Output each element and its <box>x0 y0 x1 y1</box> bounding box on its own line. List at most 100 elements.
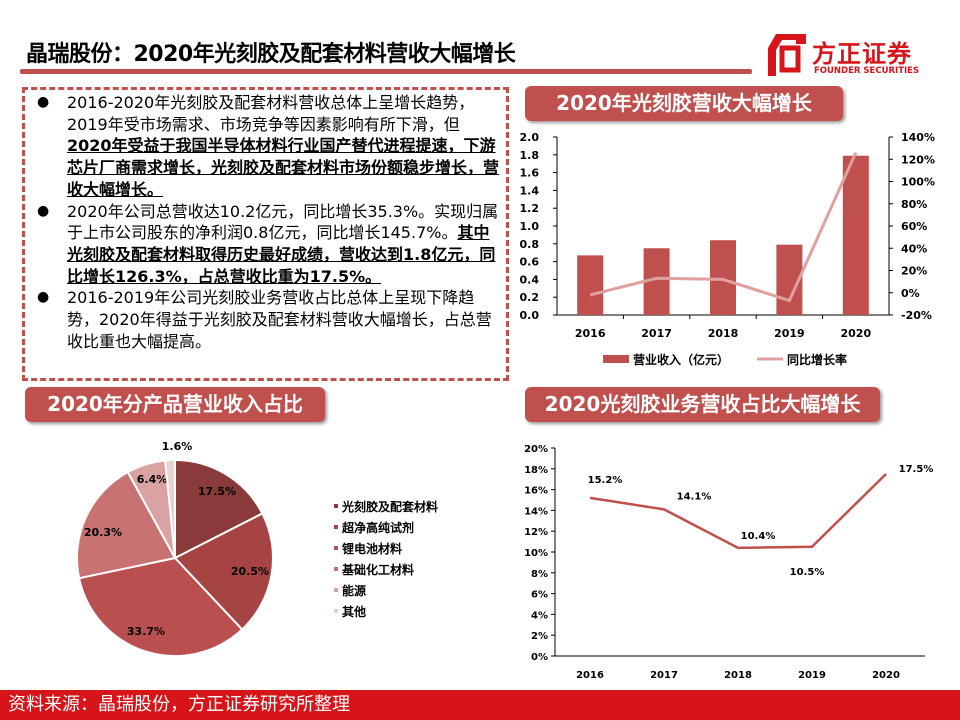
bullet-text: 2016-2019年公司光刻胶业务营收占比总体上呈现下降趋势，2020年得益于光… <box>67 288 492 351</box>
legend-label: 能源 <box>342 583 366 598</box>
y-tick-label: 2.0 <box>520 131 540 144</box>
pie-slice <box>164 458 176 559</box>
x-tick-label: 2020 <box>872 670 900 681</box>
y2-tick-label: 20% <box>901 265 927 278</box>
y-tick-label: 4% <box>531 610 548 621</box>
y2-tick-label: 0% <box>901 287 920 300</box>
page-title: 晶瑞股份：2020年光刻胶及配套材料营收大幅增长 <box>26 42 516 67</box>
bullet-emphasis: 2020年受益于我国半导体材料行业国产替代进程提速，下游芯片厂商需求增长，光刻胶… <box>67 136 500 199</box>
y-tick-label: 20% <box>524 444 548 455</box>
data-label: 15.2% <box>588 475 623 486</box>
x-tick-label: 2016 <box>576 670 604 681</box>
y2-tick-label: 140% <box>901 131 935 144</box>
bullet-item: ● 2020年公司总营收达10.2亿元，同比增长35.3%。实现归属于上市公司股东… <box>31 201 500 288</box>
logo-text: 方正证券 <box>812 40 912 68</box>
y2-tick-label: 100% <box>901 176 935 189</box>
bullet-icon: ● <box>37 289 50 306</box>
y-tick-label: 0.6 <box>520 256 540 269</box>
y-tick-label: 16% <box>524 486 548 497</box>
data-label: 14.1% <box>677 491 712 502</box>
bullet-emphasis: 其中光刻胶及配套材料取得历史最好成绩，营收达到1.8亿元，同比增长126.3%，… <box>67 223 496 286</box>
y-tick-label: 0.4 <box>520 273 540 286</box>
y2-tick-label: 80% <box>901 198 927 211</box>
section-badge-product-share: 2020年分产品营业收入占比 <box>25 387 325 422</box>
revenue-growth-chart: 0.0 0.2 0.4 0.6 0.8 1.0 1.2 1.4 1.6 1.8 2.0 -20% 0% 2… <box>520 131 935 367</box>
y-tick-label: 14% <box>524 506 548 517</box>
y2-tick-label: -20% <box>901 309 932 322</box>
bar <box>710 240 736 315</box>
legend-swatch-bar <box>603 355 629 363</box>
x-tick-label: 2017 <box>641 327 672 340</box>
pie-value-label: 6.4% <box>137 473 168 486</box>
section-badge-photoresist-share: 2020光刻胶业务营收占比大幅增长 <box>525 387 880 422</box>
y-tick-label: 6% <box>531 590 548 601</box>
y2-tick-label: 120% <box>901 153 935 166</box>
data-label: 10.4% <box>741 531 776 542</box>
brand-logo: 方正证券 FOUNDER SECURITIES <box>768 34 928 80</box>
summary-box: ● 2016-2020年光刻胶及配套材料营收总体上呈增长趋势，2019年受市场需求… <box>22 87 509 381</box>
x-tick-label: 2020 <box>840 327 871 340</box>
y-tick-label: 1.8 <box>520 149 540 162</box>
bullet-icon: ● <box>37 202 50 219</box>
x-tick-label: 2019 <box>774 327 805 340</box>
product-share-pie-chart: 17.5% 光刻胶及配套材料 20.5% 超净高纯试剂 33.7% 锂电池材料 20.3% 基… <box>76 440 438 657</box>
share-line <box>589 473 887 550</box>
legend-label: 其他 <box>342 604 366 619</box>
x-tick-label: 2016 <box>575 327 606 340</box>
legend-swatch <box>334 588 338 592</box>
y2-tick-label: 60% <box>901 220 927 233</box>
legend-label-revenue: 营业收入（亿元） <box>633 352 729 367</box>
y-tick-label: 12% <box>524 527 548 538</box>
bullet-item: ● 2016-2019年公司光刻胶业务营收占比总体上呈现下降趋势，2020年得益于… <box>31 287 500 352</box>
legend-swatch <box>334 504 338 508</box>
growth-line <box>589 151 858 303</box>
photoresist-share-line-chart: 0% 2% 4% 6% 8% 10% 12% 14% 16% 18% 20% 2016 15.2% 201… <box>524 444 934 681</box>
y-tick-label: 10% <box>524 548 548 559</box>
y-tick-label: 1.4 <box>520 184 540 197</box>
pie-slice <box>76 470 177 580</box>
data-label: 10.5% <box>790 567 825 578</box>
x-tick-label: 2018 <box>708 327 739 340</box>
x-tick-label: 2019 <box>798 670 826 681</box>
pie-value-label: 20.3% <box>84 526 122 539</box>
legend-swatch <box>334 525 338 529</box>
pie-slice <box>173 512 274 631</box>
y-tick-label: 0.0 <box>520 309 540 322</box>
x-tick-label: 2017 <box>650 670 678 681</box>
source-footer: 资料来源：晶瑞股份，方正证券研究所整理 <box>0 690 960 720</box>
y-tick-label: 0% <box>531 652 548 663</box>
legend-label-growth: 同比增长率 <box>787 352 847 367</box>
logo-subtext: FOUNDER SECURITIES <box>814 66 920 76</box>
pie-value-label: 1.6% <box>162 440 193 453</box>
y-tick-label: 1.6 <box>520 167 540 180</box>
legend-swatch <box>334 567 338 571</box>
bullet-item: ● 2016-2020年光刻胶及配套材料营收总体上呈增长趋势，2019年受市场需求… <box>31 92 500 201</box>
legend-label: 基础化工材料 <box>341 562 414 577</box>
logo-mark-icon <box>768 34 806 76</box>
bar <box>577 255 604 315</box>
bar <box>842 155 869 315</box>
pie-value-label: 17.5% <box>198 485 236 498</box>
legend-swatch <box>334 609 338 613</box>
y-tick-label: 1.2 <box>520 202 540 215</box>
y2-tick-label: 40% <box>901 242 927 255</box>
bullet-text: 2020年公司总营收达10.2亿元，同比增长35.3%。实现归属于上市公司股东的… <box>67 201 499 243</box>
y-tick-label: 2% <box>531 631 548 642</box>
bullet-icon: ● <box>37 94 50 110</box>
y-tick-label: 8% <box>531 569 548 580</box>
section-badge-revenue: 2020年光刻胶营收大幅增长 <box>525 86 843 121</box>
x-tick-label: 2018 <box>724 670 752 681</box>
pie-value-label: 33.7% <box>127 625 165 638</box>
title-divider <box>20 69 752 74</box>
y-tick-label: 1.0 <box>520 220 540 233</box>
legend-label: 光刻胶及配套材料 <box>341 499 438 514</box>
pie-slice <box>174 458 264 560</box>
legend-swatch <box>334 546 338 550</box>
y-tick-label: 18% <box>524 465 548 476</box>
pie-slice <box>77 556 244 657</box>
bullet-text: 2016-2020年光刻胶及配套材料营收总体上呈增长趋势，2019年受市场需求、… <box>67 93 475 134</box>
y-tick-label: 0.8 <box>520 238 540 251</box>
pie-value-label: 20.5% <box>231 565 269 578</box>
data-label: 17.5% <box>899 464 934 475</box>
legend-label: 锂电池材料 <box>342 541 402 556</box>
